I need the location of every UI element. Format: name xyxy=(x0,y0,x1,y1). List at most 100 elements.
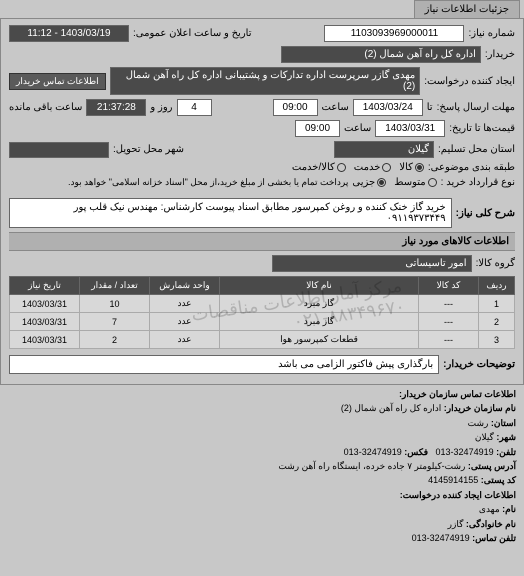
city-field xyxy=(9,142,109,158)
f-phone: 32474919-013 xyxy=(412,533,470,543)
f-tel-label: تلفن: xyxy=(496,447,516,457)
table-cell: 1403/03/31 xyxy=(10,295,80,313)
goods-tbody: 1---گاز مبردعدد101403/03/312---گاز مبردع… xyxy=(10,295,515,349)
days-label: روز و xyxy=(150,102,172,113)
buyer-label: خریدار: xyxy=(485,49,515,60)
f-post-label: کد پستی: xyxy=(481,475,516,485)
public-dt-label: تاریخ و ساعت اعلان عمومی: xyxy=(133,28,252,39)
f-addr-label: آدرس پستی: xyxy=(468,461,516,471)
buyer-field: اداره کل راه آهن شمال (2) xyxy=(281,46,481,63)
f-org: اداره کل راه آهن شمال (2) xyxy=(341,403,441,413)
table-cell: 3 xyxy=(479,331,515,349)
city-label: شهر محل تحویل: xyxy=(113,144,184,155)
table-cell: قطعات کمپرسور هوا xyxy=(220,331,419,349)
buyer-notes-field: بارگذاری پیش فاکتور الزامی می باشد xyxy=(9,355,439,374)
goods-th: تاریخ نیاز xyxy=(10,277,80,295)
table-cell: 7 xyxy=(80,313,150,331)
group-label: طبقه بندی موضوعی: xyxy=(428,162,515,173)
send-date-field: 1403/03/24 xyxy=(353,99,423,116)
remain-label: ساعت باقی مانده xyxy=(9,102,82,113)
table-cell: گاز مبرد xyxy=(220,313,419,331)
days-field: 4 xyxy=(177,99,212,116)
radio-both[interactable] xyxy=(337,163,346,172)
goods-th: نام کالا xyxy=(220,277,419,295)
radio-both-label: کالا/خدمت xyxy=(292,162,335,173)
table-cell: 1403/03/31 xyxy=(10,313,80,331)
price-time-field: 09:00 xyxy=(295,120,340,137)
table-cell: گاز مبرد xyxy=(220,295,419,313)
goods-group-label: گروه کالا: xyxy=(476,258,515,269)
table-cell: 10 xyxy=(80,295,150,313)
f-addr: رشت-کیلومتر ۷ جاده خرده، ایستگاه راه آهن… xyxy=(278,461,465,471)
contract-label: نوع قرارداد خرید : xyxy=(441,177,515,188)
table-cell: عدد xyxy=(150,295,220,313)
province-label: استان محل تسلیم: xyxy=(438,144,515,155)
f-tel: 32474919-013 xyxy=(436,447,494,457)
table-cell: 1403/03/31 xyxy=(10,331,80,349)
f-fax-label: فکس: xyxy=(404,447,428,457)
table-row: 3---قطعات کمپرسور هواعدد21403/03/31 xyxy=(10,331,515,349)
f-prov: رشت xyxy=(468,418,489,428)
contact-info-button[interactable]: اطلاعات تماس خریدار xyxy=(9,73,106,90)
table-cell: --- xyxy=(419,295,479,313)
need-title-label: شرح کلی نیاز: xyxy=(456,208,515,219)
send-deadline-label: مهلت ارسال پاسخ: xyxy=(437,102,515,113)
contract-note: پرداخت تمام یا بخشی از مبلغ خرید،از محل … xyxy=(68,177,348,188)
need-title-field: خرید گاز خنک کننده و روغن کمپرسور مطابق … xyxy=(9,198,452,228)
radio-medium[interactable] xyxy=(428,178,437,187)
f-name: مهدی xyxy=(479,504,500,514)
goods-section-heading: اطلاعات کالاهای مورد نیاز xyxy=(9,232,515,251)
goods-thead: ردیفکد کالانام کالاواحد شمارشتعداد / مقد… xyxy=(10,277,515,295)
send-time-field: 09:00 xyxy=(273,99,318,116)
table-cell: --- xyxy=(419,331,479,349)
goods-th: واحد شمارش xyxy=(150,277,220,295)
table-cell: 2 xyxy=(80,331,150,349)
radio-minor-label: جزیی xyxy=(352,177,375,188)
price-until-label: قیمت‌ها تا تاریخ: xyxy=(449,123,515,134)
req-no-label: شماره نیاز: xyxy=(468,28,515,39)
goods-group-field: امور تاسیساتی xyxy=(272,255,472,272)
goods-th: ردیف xyxy=(479,277,515,295)
f-prov-label: استان: xyxy=(491,418,516,428)
send-deadline-from: تا xyxy=(427,102,433,113)
footer-heading: اطلاعات تماس سازمان خریدار: xyxy=(399,389,516,399)
goods-table: ردیفکد کالانام کالاواحد شمارشتعداد / مقد… xyxy=(9,276,515,349)
table-cell: 2 xyxy=(479,313,515,331)
table-row: 1---گاز مبردعدد101403/03/31 xyxy=(10,295,515,313)
radio-medium-label: متوسط xyxy=(394,177,425,188)
table-cell: عدد xyxy=(150,313,220,331)
subject-radio-group: کالا خدمت کالا/خدمت xyxy=(292,162,424,173)
buyer-notes-label: توضیحات خریدار: xyxy=(443,359,515,370)
price-date-field: 1403/03/31 xyxy=(375,120,445,137)
detail-panel: شماره نیاز: 1103093969000011 تاریخ و ساع… xyxy=(0,18,524,385)
requestor-label: ایجاد کننده درخواست: xyxy=(424,76,515,87)
f-phone-label: تلفن تماس: xyxy=(472,533,516,543)
requestor-field: مهدی گازر سرپرست اداره تدارکات و پشتیبان… xyxy=(110,67,421,95)
f-city-label: شهر: xyxy=(496,432,516,442)
contract-radio-group: متوسط جزیی xyxy=(352,177,436,188)
radio-service[interactable] xyxy=(382,163,391,172)
f-post: 4145914155 xyxy=(428,475,478,485)
footer-section: اطلاعات تماس سازمان خریدار: نام سازمان خ… xyxy=(0,385,524,547)
public-dt-field: 1403/03/19 - 11:12 xyxy=(9,25,129,42)
radio-service-label: خدمت xyxy=(354,162,381,173)
f-req-heading: اطلاعات ایجاد کننده درخواست: xyxy=(400,490,516,500)
table-cell: عدد xyxy=(150,331,220,349)
table-cell: --- xyxy=(419,313,479,331)
main-tab[interactable]: جزئیات اطلاعات نیاز xyxy=(414,0,520,18)
remain-time-field: 21:37:28 xyxy=(86,99,146,116)
radio-minor[interactable] xyxy=(377,178,386,187)
send-time-label: ساعت xyxy=(322,102,349,113)
radio-goods[interactable] xyxy=(415,163,424,172)
province-field: گیلان xyxy=(334,141,434,158)
f-fax: 32474919-013 xyxy=(344,447,402,457)
table-row: 2---گاز مبردعدد71403/03/31 xyxy=(10,313,515,331)
req-no-field: 1103093969000011 xyxy=(324,25,464,42)
radio-goods-label: کالا xyxy=(399,162,413,173)
f-city: گیلان xyxy=(475,432,494,442)
price-time-label: ساعت xyxy=(344,123,371,134)
f-fam: گازر xyxy=(448,519,464,529)
goods-th: کد کالا xyxy=(419,277,479,295)
f-name-label: نام: xyxy=(502,504,516,514)
f-fam-label: نام خانوادگی: xyxy=(466,519,516,529)
